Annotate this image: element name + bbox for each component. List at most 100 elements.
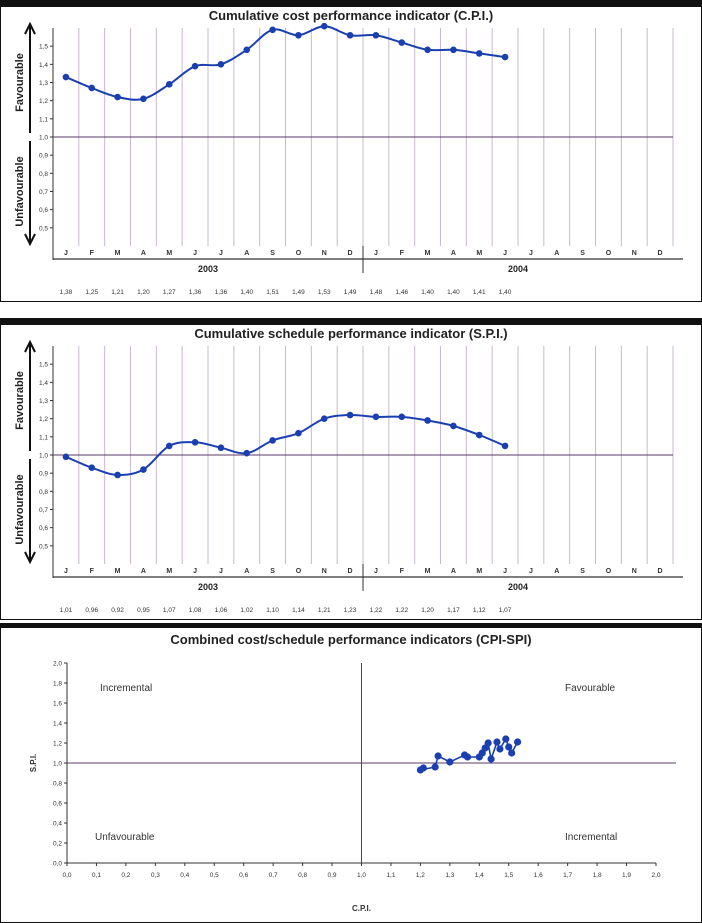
x-tick-label: 1,7 (563, 872, 572, 879)
data-point (463, 753, 472, 761)
cpi-spi-chart: Combined cost/schedule performance indic… (0, 623, 702, 923)
data-point (243, 449, 251, 457)
value-label: 1,12 (473, 607, 486, 614)
year-label: 2003 (198, 264, 218, 274)
month-label: A (451, 250, 456, 257)
month-label: J (193, 568, 197, 575)
y-axis-label: S.P.I. (29, 754, 38, 773)
value-label: 1,27 (163, 289, 176, 296)
y-tick-label: 1,0 (39, 453, 48, 460)
favourable-label: Favourable (14, 53, 26, 112)
y-tick-label: 1,8 (53, 681, 62, 688)
month-label: M (115, 568, 121, 575)
month-label: M (425, 568, 431, 575)
value-label: 1,51 (266, 289, 279, 296)
y-tick-label: 1,1 (39, 116, 48, 123)
value-label: 1,10 (266, 607, 279, 614)
x-tick-label: 1,0 (357, 872, 366, 879)
data-point (372, 31, 380, 39)
value-label: 1,36 (215, 289, 228, 296)
month-label: O (296, 250, 302, 257)
value-label: 1,06 (215, 607, 228, 614)
month-label: J (529, 568, 533, 575)
data-point (496, 745, 504, 753)
y-tick-label: 0,6 (39, 207, 48, 214)
y-tick-label: 0,7 (39, 507, 48, 514)
data-point (398, 413, 406, 421)
y-tick-label: 1,2 (53, 741, 62, 748)
month-label: F (400, 568, 405, 575)
month-label: A (554, 568, 559, 575)
chart-top-bar (0, 318, 702, 325)
data-point (475, 431, 483, 439)
year-label: 2003 (198, 582, 218, 592)
cpi-chart: Cumulative cost performance indicator (C… (0, 0, 702, 302)
month-label: S (270, 568, 275, 575)
value-label: 1,41 (473, 289, 486, 296)
y-tick-label: 2,0 (53, 661, 62, 668)
x-tick-label: 0,0 (62, 872, 71, 879)
y-tick-label: 1,1 (39, 434, 48, 441)
chart-title: Combined cost/schedule performance indic… (170, 632, 531, 647)
value-label: 1,53 (318, 289, 331, 296)
data-point (62, 453, 70, 461)
month-label: A (244, 250, 249, 257)
quadrant-label-bottom-right: Incremental (565, 832, 617, 843)
month-label: M (476, 568, 482, 575)
data-point (295, 31, 302, 39)
data-point (346, 31, 354, 39)
favourable-label: Favourable (14, 371, 26, 430)
x-tick-label: 1,3 (445, 872, 454, 879)
data-point (295, 429, 302, 437)
data-point (88, 84, 96, 92)
unfavourable-arrow-head (24, 233, 36, 247)
chart-title: Cumulative schedule performance indicato… (194, 326, 507, 341)
month-label: F (90, 568, 95, 575)
data-point (493, 738, 501, 746)
x-tick-label: 0,1 (92, 872, 101, 879)
month-label: N (322, 568, 327, 575)
favourable-arrow-head (24, 339, 36, 353)
value-label: 1,22 (370, 607, 383, 614)
y-tick-label: 0,9 (39, 471, 48, 478)
y-tick-label: 1,5 (39, 44, 48, 51)
chart-top-bar (0, 0, 702, 7)
data-point (434, 752, 442, 760)
month-label: A (141, 250, 146, 257)
data-point (243, 46, 251, 54)
data-point (484, 739, 492, 747)
y-tick-label: 0,8 (39, 171, 48, 178)
year-label: 2004 (508, 264, 528, 274)
y-tick-label: 0,7 (39, 189, 48, 196)
value-label: 0,96 (85, 607, 98, 614)
data-point (450, 422, 457, 430)
month-label: N (632, 568, 637, 575)
data-point (165, 442, 173, 450)
data-point (501, 53, 509, 61)
x-tick-label: 1,2 (416, 872, 425, 879)
y-tick-label: 0,2 (53, 841, 62, 848)
data-point (269, 26, 276, 34)
month-label: D (348, 250, 353, 257)
month-label: J (374, 250, 378, 257)
data-point (513, 738, 522, 746)
y-tick-label: 1,3 (39, 398, 48, 405)
month-label: D (658, 568, 663, 575)
quadrant-label-bottom-left: Unfavourable (95, 832, 155, 843)
y-tick-label: 0,9 (39, 153, 48, 160)
value-label: 1,21 (111, 289, 124, 296)
month-label: D (658, 250, 663, 257)
data-point (88, 464, 96, 472)
data-point (114, 93, 121, 101)
cpi-spi-chart-panel: Combined cost/schedule performance indic… (0, 623, 702, 923)
month-label: F (400, 250, 405, 257)
data-point (140, 95, 147, 103)
data-point (346, 411, 354, 419)
month-label: O (606, 250, 612, 257)
month-label: S (580, 568, 585, 575)
y-tick-label: 1,4 (39, 62, 48, 69)
y-tick-label: 1,2 (39, 416, 48, 423)
x-tick-label: 1,4 (475, 872, 484, 879)
value-label: 1,07 (163, 607, 176, 614)
data-point (269, 437, 276, 444)
